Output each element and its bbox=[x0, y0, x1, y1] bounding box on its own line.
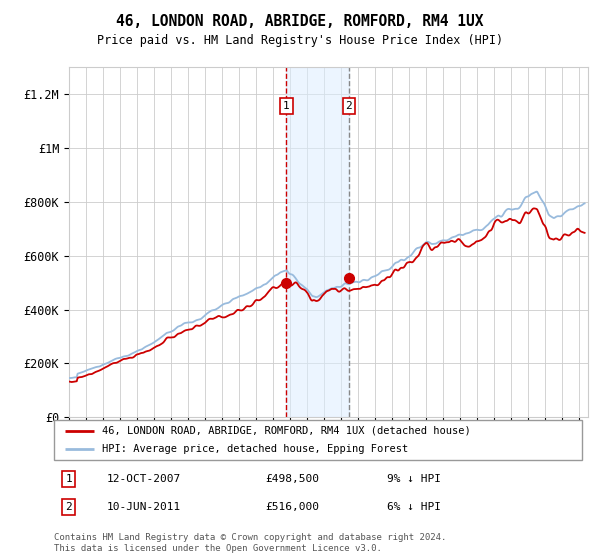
Text: 1: 1 bbox=[65, 474, 72, 484]
Text: 2: 2 bbox=[65, 502, 72, 512]
Text: HPI: Average price, detached house, Epping Forest: HPI: Average price, detached house, Eppi… bbox=[101, 445, 408, 454]
Text: Price paid vs. HM Land Registry's House Price Index (HPI): Price paid vs. HM Land Registry's House … bbox=[97, 34, 503, 46]
Text: 46, LONDON ROAD, ABRIDGE, ROMFORD, RM4 1UX: 46, LONDON ROAD, ABRIDGE, ROMFORD, RM4 1… bbox=[116, 14, 484, 29]
Text: Contains HM Land Registry data © Crown copyright and database right 2024.
This d: Contains HM Land Registry data © Crown c… bbox=[54, 533, 446, 553]
Text: 12-OCT-2007: 12-OCT-2007 bbox=[107, 474, 181, 484]
Bar bbox=[286, 67, 349, 417]
Text: 1: 1 bbox=[283, 101, 290, 111]
Text: 46, LONDON ROAD, ABRIDGE, ROMFORD, RM4 1UX (detached house): 46, LONDON ROAD, ABRIDGE, ROMFORD, RM4 1… bbox=[101, 426, 470, 436]
Text: 10-JUN-2011: 10-JUN-2011 bbox=[107, 502, 181, 512]
Text: 9% ↓ HPI: 9% ↓ HPI bbox=[386, 474, 440, 484]
Text: £498,500: £498,500 bbox=[265, 474, 319, 484]
FancyBboxPatch shape bbox=[54, 420, 582, 460]
Text: 2: 2 bbox=[346, 101, 352, 111]
Text: £516,000: £516,000 bbox=[265, 502, 319, 512]
Text: 6% ↓ HPI: 6% ↓ HPI bbox=[386, 502, 440, 512]
